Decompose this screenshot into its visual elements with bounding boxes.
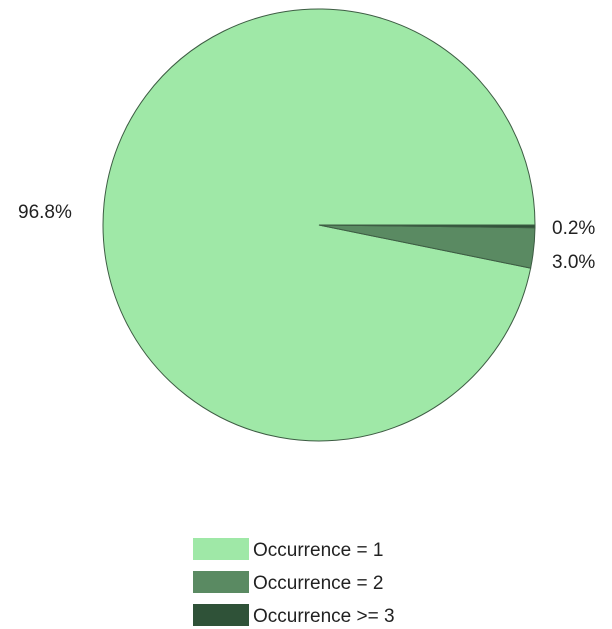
pie-slices xyxy=(102,8,536,442)
label-occurrence-3-plus: 0.2% xyxy=(552,218,595,239)
slice-labels: 96.8% 3.0% 0.2% xyxy=(18,202,595,273)
slice-occurrence-3-plus xyxy=(318,224,536,229)
legend-swatch xyxy=(193,538,249,560)
legend-swatch xyxy=(193,604,249,626)
legend-label: Occurrence = 2 xyxy=(253,573,383,594)
legend-swatch xyxy=(193,571,249,593)
legend-label: Occurrence = 1 xyxy=(253,540,383,561)
legend-label: Occurrence >= 3 xyxy=(253,606,395,627)
legend-item-occurrence-2: Occurrence = 2 xyxy=(193,571,383,594)
label-occurrence-2: 3.0% xyxy=(552,252,595,273)
legend: Occurrence = 1 Occurrence = 2 Occurrence >… xyxy=(193,538,395,627)
legend-item-occurrence-1: Occurrence = 1 xyxy=(193,538,383,561)
label-occurrence-1: 96.8% xyxy=(18,202,72,223)
legend-item-occurrence-3-plus: Occurrence >= 3 xyxy=(193,604,395,627)
